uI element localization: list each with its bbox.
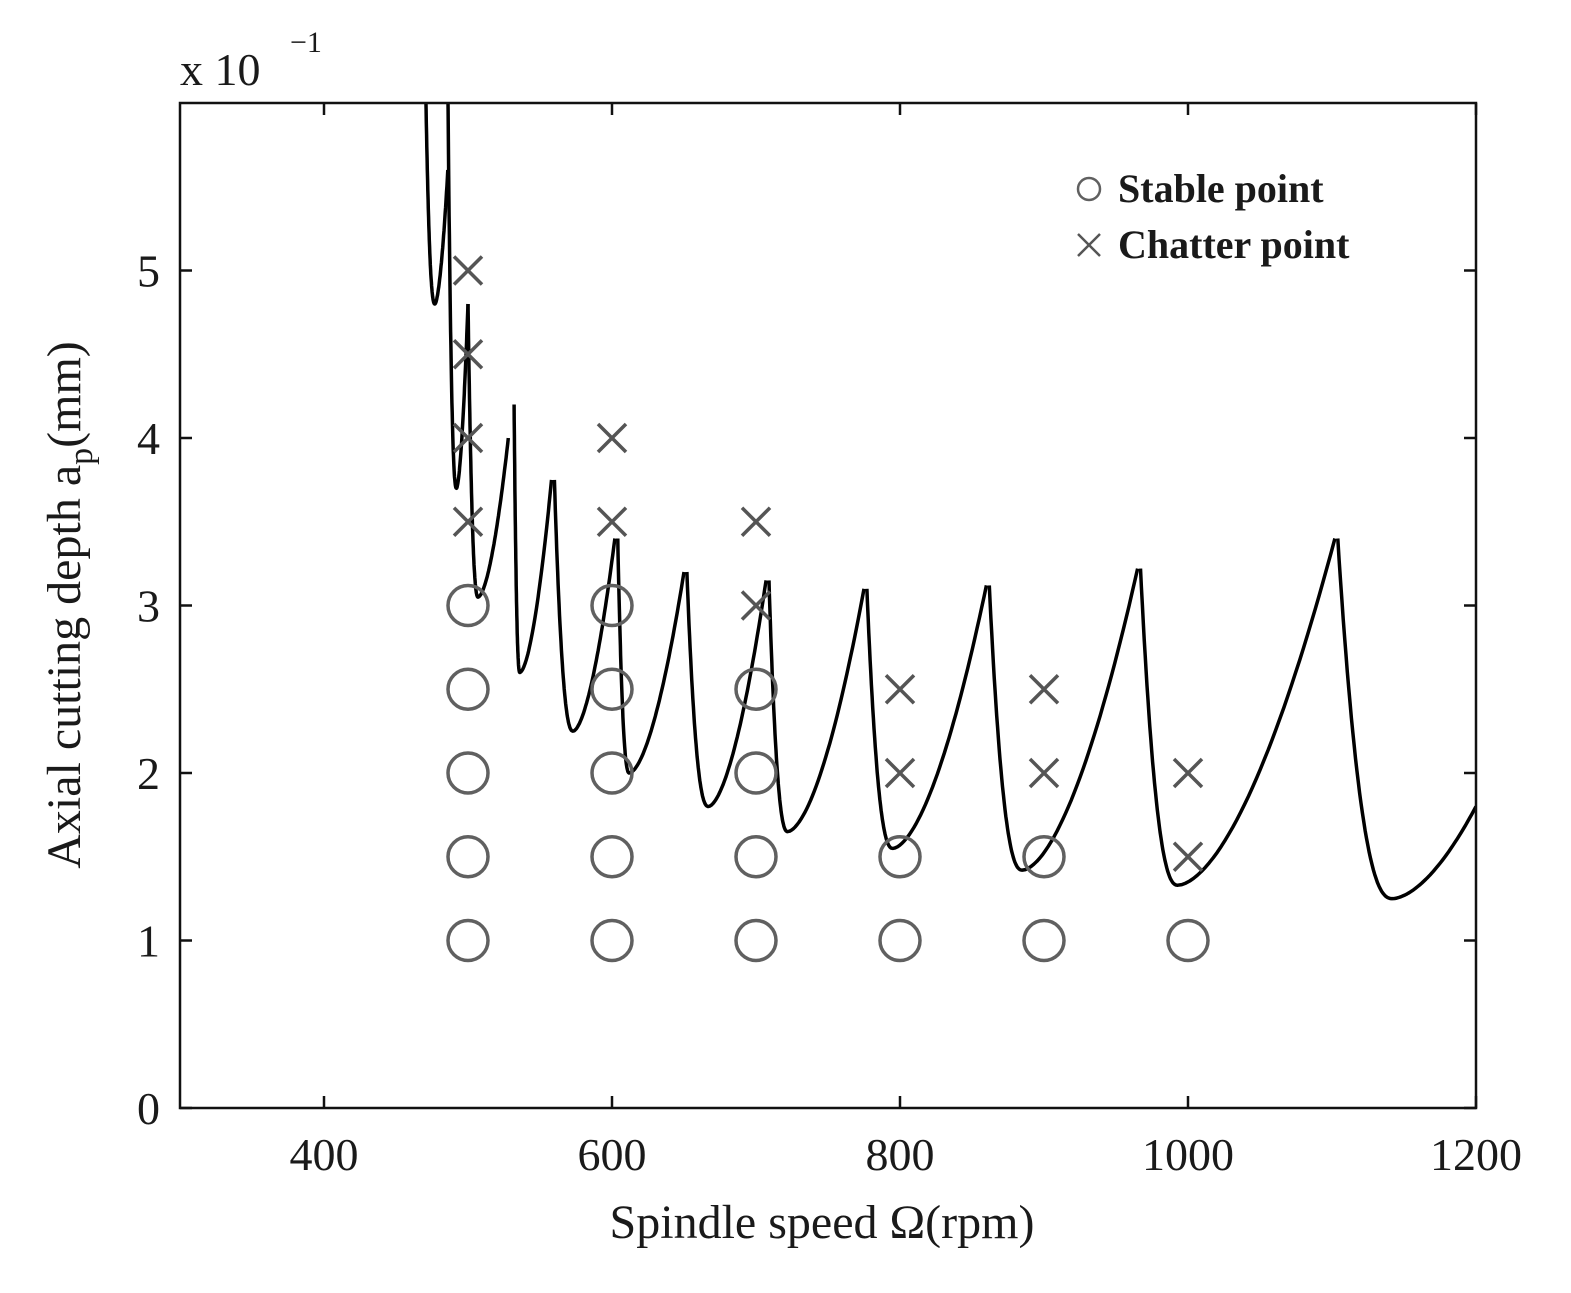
y-tick-label: 3 <box>137 581 160 632</box>
stable-point-marker <box>734 751 778 795</box>
stable-point-marker <box>590 583 634 628</box>
stability-lobe <box>987 568 1140 872</box>
chatter-point-marker <box>884 674 916 705</box>
stability-lobe <box>1336 538 1476 901</box>
chatter-point-marker <box>452 255 484 286</box>
y-tick-label: 1 <box>137 916 160 967</box>
x-tick-label: 400 <box>290 1129 359 1180</box>
stable-point-marker <box>590 918 634 963</box>
y-tick-label: 4 <box>137 413 160 464</box>
chatter-point-marker <box>452 339 484 370</box>
stability-lobe <box>616 538 686 775</box>
x-tick-label: 1200 <box>1430 1129 1522 1180</box>
x-tick-label: 800 <box>866 1129 935 1180</box>
chatter-point-marker <box>740 590 772 621</box>
stable-point-marker <box>446 835 490 879</box>
stable-point-marker <box>446 751 490 795</box>
x-axis-title: Spindle speed Ω(rpm) <box>610 1196 1035 1249</box>
stable-point-marker <box>446 667 490 711</box>
y-multiplier-exponent: −1 <box>290 26 322 59</box>
chatter-point-marker <box>596 422 628 454</box>
stability-lobe <box>552 479 617 733</box>
legend: Stable point Chatter point <box>1076 166 1350 267</box>
stability-lobe <box>767 580 866 834</box>
chatter-point-marker <box>1172 757 1204 789</box>
stable-point-marker <box>590 835 634 879</box>
chatter-point-marker <box>452 506 484 537</box>
stable-point-marker <box>446 583 490 628</box>
stable-point-marker <box>590 667 634 711</box>
y-axis-title: Axial cutting depth ap(mm) <box>38 341 100 869</box>
stable-point-marker <box>734 835 778 879</box>
legend-stable-label: Stable point <box>1118 166 1324 211</box>
chatter-point-marker <box>740 506 772 537</box>
stability-lobe <box>1138 538 1337 887</box>
x-tick-label: 1000 <box>1142 1129 1234 1180</box>
stable-point-marker <box>878 918 922 963</box>
stable-point-marker <box>1166 918 1210 963</box>
chatter-point-marker <box>452 422 484 454</box>
stability-lobe <box>424 103 450 306</box>
stable-point-marker <box>446 918 490 963</box>
legend-chatter-marker <box>1077 233 1101 257</box>
y-multiplier-label: x 10 <box>180 44 261 95</box>
chatter-point-marker <box>1172 841 1204 872</box>
stable-point-marker <box>1022 835 1066 879</box>
stable-point-marker <box>734 918 778 963</box>
stability-lobe <box>865 585 989 851</box>
chatter-point-marker <box>1028 674 1060 705</box>
legend-stable-marker <box>1076 176 1102 202</box>
plot-frame <box>178 101 1478 1110</box>
legend-chatter-label: Chatter point <box>1118 222 1350 267</box>
stable-point-marker <box>1022 918 1066 963</box>
y-tick-label: 5 <box>137 246 160 297</box>
stability-lobe <box>466 303 511 599</box>
stability-lobe <box>446 103 470 491</box>
stable-point-marker <box>878 835 922 879</box>
chatter-point-marker <box>596 506 628 537</box>
y-tick-label: 2 <box>137 748 160 799</box>
stable-point-marker <box>734 667 778 711</box>
chatter-point-marker <box>884 757 916 789</box>
y-tick-label: 0 <box>137 1083 160 1134</box>
stability-lobe <box>685 571 768 809</box>
stability-lobe <box>512 404 554 675</box>
stable-point-marker <box>590 751 634 795</box>
x-tick-label: 600 <box>578 1129 647 1180</box>
chatter-point-marker <box>1028 757 1060 789</box>
